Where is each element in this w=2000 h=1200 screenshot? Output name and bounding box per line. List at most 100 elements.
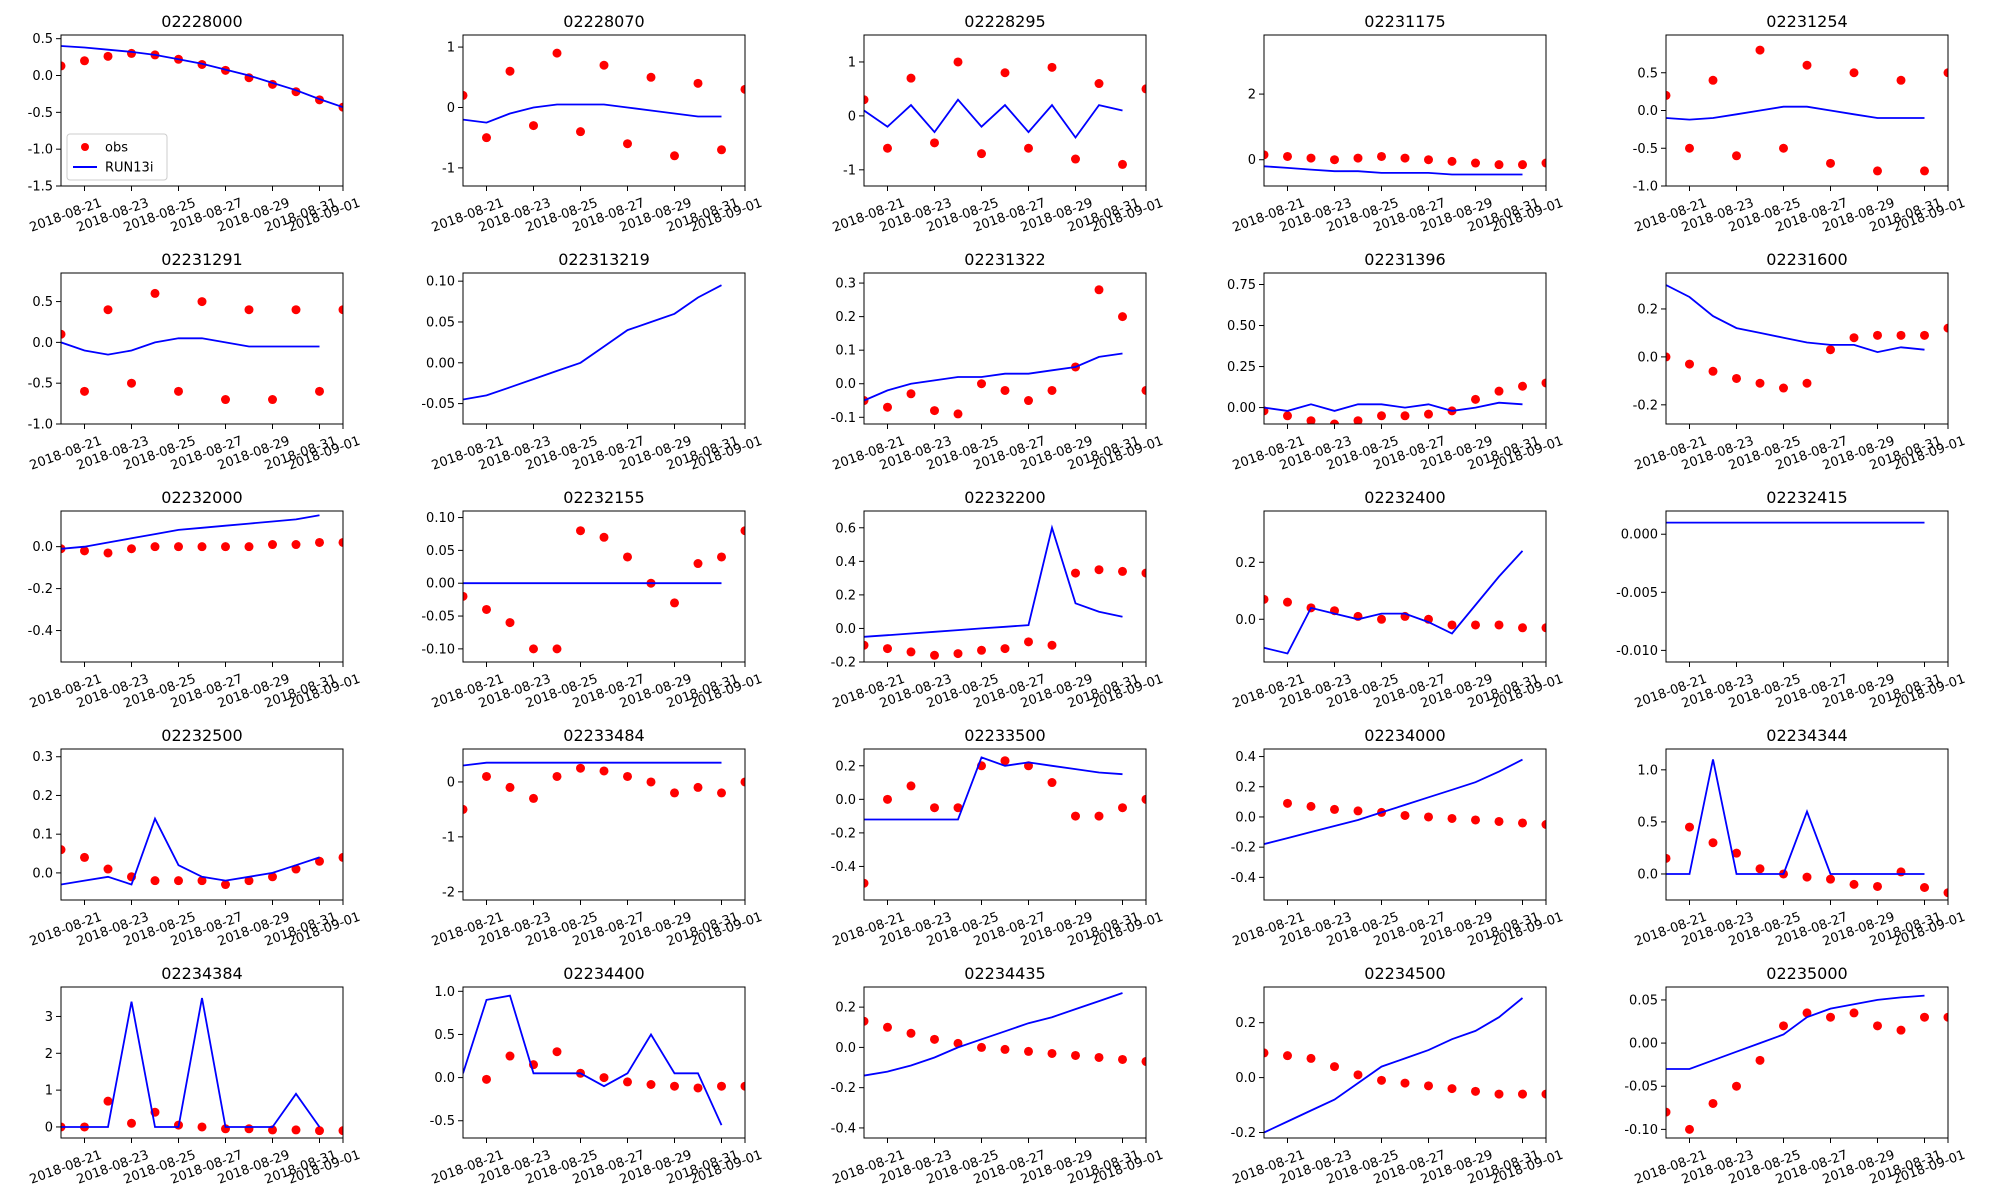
obs-point — [61, 61, 66, 71]
model-line — [61, 45, 343, 109]
panel: 02231254-1.0-0.50.00.52018-08-212018-08-… — [1633, 12, 1968, 236]
obs-point — [244, 876, 254, 886]
plot-area — [864, 992, 1146, 1077]
panel-title: 02231322 — [964, 250, 1045, 269]
obs-point — [1471, 815, 1480, 825]
axes-frame — [1263, 986, 1547, 1139]
obs-point — [1471, 620, 1480, 630]
obs-point — [1283, 151, 1292, 161]
plot-area — [61, 997, 343, 1136]
y-tick-label: 0.2 — [1637, 302, 1658, 317]
panel: 022325000.00.10.20.32018-08-212018-08-23… — [28, 726, 363, 950]
obs-point — [482, 133, 491, 143]
obs-point — [1666, 853, 1671, 863]
panel-title: 02234344 — [1766, 726, 1847, 745]
obs-point — [1000, 644, 1010, 654]
y-tick-label: -0.2 — [1231, 841, 1256, 856]
obs-point — [1708, 1098, 1718, 1108]
obs-point — [127, 48, 136, 58]
obs-point — [1353, 806, 1363, 816]
obs-point — [1118, 312, 1127, 322]
plot-area — [463, 48, 745, 161]
obs-point — [1471, 158, 1480, 168]
obs-point — [127, 544, 136, 554]
obs-point — [693, 559, 703, 569]
obs-point — [1779, 383, 1788, 393]
obs-point — [1000, 68, 1010, 78]
obs-point — [1141, 794, 1146, 804]
model-line — [463, 103, 722, 124]
obs-point — [552, 644, 562, 654]
plot-area — [463, 526, 745, 654]
y-tick-label: 0.2 — [835, 759, 856, 774]
obs-point — [930, 650, 939, 660]
panel-title: 02231396 — [1364, 250, 1445, 269]
obs-point — [1071, 1050, 1080, 1060]
obs-point — [1306, 801, 1316, 811]
y-tick-label: 0.1 — [835, 344, 856, 359]
obs-point — [977, 379, 986, 389]
panel-title: 02231175 — [1364, 12, 1445, 31]
obs-point — [291, 1125, 301, 1135]
obs-point — [1000, 756, 1010, 766]
obs-point — [1518, 160, 1527, 170]
obs-point — [1732, 373, 1741, 383]
y-tick-label: -0.2 — [831, 656, 856, 671]
obs-point — [1541, 1089, 1546, 1099]
plot-area — [1264, 378, 1546, 424]
obs-point — [1000, 385, 1010, 395]
obs-point — [1330, 804, 1339, 814]
obs-point — [1873, 1021, 1882, 1031]
obs-point — [1141, 84, 1146, 94]
obs-point — [1732, 848, 1741, 858]
y-tick-label: 0 — [447, 775, 455, 790]
y-tick-label: 0.2 — [1235, 556, 1256, 571]
obs-point — [505, 782, 515, 792]
y-tick-label: 1 — [848, 55, 856, 70]
y-tick-label: 0.0 — [434, 1071, 455, 1086]
y-tick-label: 0.05 — [1629, 993, 1658, 1008]
obs-point — [463, 591, 468, 601]
obs-point — [693, 78, 703, 88]
y-tick-label: 2 — [45, 1047, 53, 1062]
obs-point — [174, 542, 183, 552]
obs-point — [1024, 1046, 1033, 1056]
y-tick-label: 0.75 — [1227, 278, 1256, 293]
y-tick-label: -0.05 — [421, 610, 455, 625]
obs-point — [197, 297, 207, 307]
y-tick-label: 0.2 — [835, 310, 856, 325]
y-tick-label: 0.05 — [426, 315, 455, 330]
obs-point — [482, 771, 491, 781]
obs-point — [1920, 330, 1929, 340]
y-tick-label: 0.5 — [32, 32, 53, 47]
obs-point — [670, 788, 679, 798]
obs-point — [740, 526, 745, 536]
obs-point — [740, 777, 745, 787]
obs-point — [883, 794, 892, 804]
obs-point — [1424, 812, 1433, 822]
y-tick-label: 0.0 — [32, 336, 53, 351]
y-tick-label: -0.10 — [421, 642, 455, 657]
axes-frame — [60, 34, 344, 187]
panel-title: 02232415 — [1766, 488, 1847, 507]
axes-frame — [60, 272, 344, 425]
obs-point — [1708, 838, 1718, 848]
obs-point — [1447, 813, 1457, 823]
obs-point — [1708, 75, 1718, 85]
panel: 022343440.00.51.02018-08-212018-08-23201… — [1633, 726, 1968, 950]
obs-point — [646, 72, 656, 82]
obs-point — [1353, 153, 1363, 163]
obs-point — [1000, 1044, 1010, 1054]
obs-point — [599, 60, 609, 70]
plot-area — [1666, 994, 1948, 1134]
obs-point — [717, 145, 726, 155]
obs-point — [977, 149, 986, 159]
obs-point — [1802, 1008, 1812, 1018]
obs-point — [1896, 867, 1906, 877]
obs-point — [576, 526, 585, 536]
obs-point — [599, 1073, 609, 1083]
panel: 02234500-0.20.00.22018-08-212018-08-2320… — [1231, 964, 1566, 1188]
obs-point — [1685, 822, 1694, 832]
obs-point — [906, 647, 916, 657]
obs-point — [623, 139, 632, 149]
